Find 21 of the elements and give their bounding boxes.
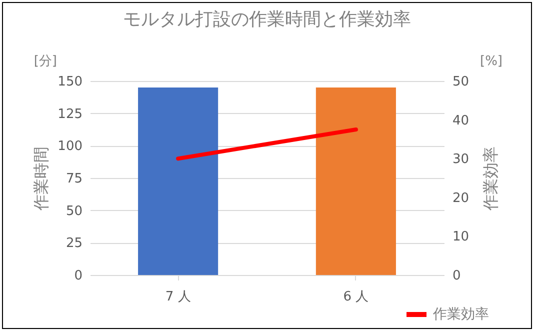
y2-axis-title: 作業効率 — [481, 146, 500, 212]
y-tick-label: 25 — [66, 236, 82, 252]
legend-label: 作業効率 — [432, 306, 489, 322]
chart-title: モルタル打設の作業時間と作業効率 — [123, 9, 411, 30]
x-tick-label: 6 人 — [343, 290, 369, 304]
x-tick-label: 7 人 — [165, 290, 191, 304]
y2-tick-label: 40 — [452, 113, 470, 128]
y-tick-label: 75 — [66, 172, 82, 186]
text: [分] — [34, 54, 57, 69]
y-tick-label: 150 — [58, 74, 82, 90]
y-tick-label: 125 — [58, 106, 82, 122]
y2-tick-label: 0 — [452, 268, 461, 284]
y-tick-label: 100 — [58, 139, 82, 154]
y-tick-label: 50 — [66, 204, 82, 219]
y2-tick-label: 10 — [452, 230, 470, 245]
y-tick-label: 0 — [74, 268, 82, 284]
y-axis-title: 作業時間 — [32, 146, 51, 212]
y2-tick-label: 20 — [452, 190, 470, 206]
text: [%] — [480, 54, 502, 69]
y2-tick-label: 30 — [452, 152, 470, 168]
y2-tick-label: 50 — [452, 74, 470, 90]
